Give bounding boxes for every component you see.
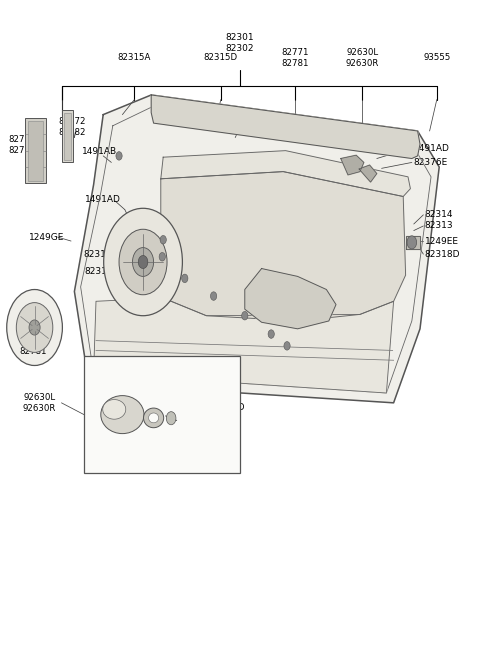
Ellipse shape bbox=[101, 396, 144, 434]
Circle shape bbox=[242, 311, 248, 320]
Text: 82315A: 82315A bbox=[84, 267, 119, 276]
Circle shape bbox=[138, 255, 148, 269]
Text: 82710C
82720C: 82710C 82720C bbox=[8, 136, 42, 155]
Polygon shape bbox=[245, 269, 336, 329]
Text: 92632R
92632L: 92632R 92632L bbox=[167, 411, 200, 430]
Text: 82313: 82313 bbox=[425, 221, 454, 231]
Circle shape bbox=[268, 330, 275, 338]
Text: 82231
82241: 82231 82241 bbox=[227, 111, 255, 131]
Text: 93555: 93555 bbox=[423, 53, 451, 62]
Circle shape bbox=[407, 236, 417, 249]
Text: 92630L
92630R: 92630L 92630R bbox=[346, 48, 379, 67]
Text: 82314: 82314 bbox=[425, 210, 453, 219]
Circle shape bbox=[284, 342, 290, 350]
Ellipse shape bbox=[144, 408, 164, 428]
Circle shape bbox=[160, 236, 167, 244]
Text: 1249EE: 1249EE bbox=[425, 236, 459, 246]
Text: 82318D: 82318D bbox=[425, 250, 460, 259]
Text: 1491AB: 1491AB bbox=[82, 147, 118, 157]
Polygon shape bbox=[406, 236, 420, 249]
Text: 82315A: 82315A bbox=[233, 341, 268, 350]
Circle shape bbox=[132, 248, 154, 276]
Text: 82771
82781: 82771 82781 bbox=[281, 48, 309, 67]
Ellipse shape bbox=[149, 413, 158, 423]
Circle shape bbox=[116, 151, 122, 160]
Text: 1491AD: 1491AD bbox=[414, 143, 450, 153]
Polygon shape bbox=[94, 298, 394, 393]
Text: 82315A: 82315A bbox=[185, 323, 220, 332]
Bar bbox=[28, 121, 43, 181]
Polygon shape bbox=[341, 155, 364, 175]
Text: 82372
82382: 82372 82382 bbox=[58, 117, 86, 137]
Bar bbox=[84, 356, 240, 473]
Bar bbox=[62, 110, 73, 162]
Circle shape bbox=[16, 303, 53, 352]
Text: 93555: 93555 bbox=[115, 286, 144, 295]
Text: 82376E: 82376E bbox=[414, 158, 448, 167]
Polygon shape bbox=[74, 95, 439, 403]
Text: 82315D: 82315D bbox=[204, 53, 238, 62]
Circle shape bbox=[119, 229, 167, 295]
Polygon shape bbox=[359, 165, 377, 182]
Polygon shape bbox=[161, 172, 406, 321]
Text: 92631L
92631R: 92631L 92631R bbox=[156, 373, 190, 393]
Text: 82315A: 82315A bbox=[118, 53, 151, 62]
Circle shape bbox=[104, 208, 182, 316]
Text: 82315D: 82315D bbox=[84, 250, 119, 259]
Text: 82301
82302: 82301 82302 bbox=[226, 33, 254, 52]
Bar bbox=[25, 118, 46, 183]
Polygon shape bbox=[161, 151, 410, 196]
Ellipse shape bbox=[103, 400, 126, 419]
Text: 82315A: 82315A bbox=[138, 305, 173, 314]
Circle shape bbox=[210, 291, 217, 300]
Circle shape bbox=[29, 320, 40, 335]
Text: 92630L
92630R: 92630L 92630R bbox=[23, 393, 56, 413]
Text: 1491AD: 1491AD bbox=[84, 195, 120, 204]
Polygon shape bbox=[151, 95, 420, 159]
Text: 82771
82781: 82771 82781 bbox=[20, 336, 48, 356]
Text: 18643D: 18643D bbox=[210, 403, 246, 412]
Text: 1249GE: 1249GE bbox=[29, 233, 64, 242]
Bar bbox=[64, 113, 71, 160]
Circle shape bbox=[159, 252, 165, 261]
Circle shape bbox=[166, 412, 176, 425]
Circle shape bbox=[181, 274, 188, 283]
Circle shape bbox=[7, 290, 62, 365]
